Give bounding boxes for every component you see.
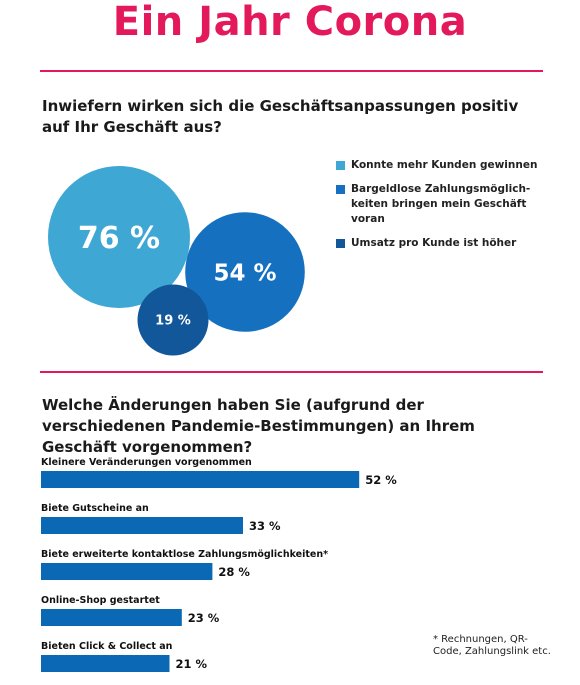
bar-category-label: Bieten Click & Collect an bbox=[41, 641, 173, 652]
bar-value-label: 28 % bbox=[218, 565, 250, 579]
bubble-value-label: 19 % bbox=[155, 314, 191, 329]
question-1: Inwiefern wirken sich die Geschäftsanpas… bbox=[42, 97, 519, 136]
bar bbox=[41, 655, 170, 672]
bubble bbox=[185, 212, 305, 332]
bar-value-label: 23 % bbox=[188, 611, 220, 625]
bar-category-label: Kleinere Veränderungen vorgenommen bbox=[41, 457, 252, 468]
legend-label: Konnte mehr Kunden gewinnen bbox=[351, 159, 538, 171]
bubble bbox=[48, 166, 190, 308]
legend-swatch bbox=[336, 239, 345, 248]
bar-value-label: 33 % bbox=[249, 519, 281, 533]
legend-swatch bbox=[336, 185, 345, 194]
bubble-value-label: 76 % bbox=[78, 221, 160, 256]
bar bbox=[41, 517, 243, 534]
footnote: * Rechnungen, QR-Code, Zahlungslink etc. bbox=[433, 634, 551, 657]
bar-category-label: Biete erweiterte kontaktlose Zahlungsmög… bbox=[41, 549, 328, 560]
divider-top bbox=[40, 70, 543, 72]
bar bbox=[41, 471, 360, 488]
bar bbox=[41, 609, 182, 626]
bar bbox=[41, 563, 213, 580]
bar-category-label: Online-Shop gestartet bbox=[41, 595, 160, 606]
bar-category-label: Biete Gutscheine an bbox=[41, 503, 149, 514]
bubble-legend: Konnte mehr Kunden gewinnen Bargeldlose … bbox=[336, 158, 546, 260]
legend-item-more-customers: Konnte mehr Kunden gewinnen bbox=[336, 158, 546, 173]
bubble-value-label: 54 % bbox=[213, 260, 276, 286]
legend-item-revenue: Umsatz pro Kunde ist höher bbox=[336, 236, 546, 251]
bubble bbox=[137, 284, 209, 356]
question-2: Welche Änderungen haben Sie (aufgrund de… bbox=[42, 396, 475, 456]
divider-middle bbox=[40, 371, 543, 373]
page-title: Ein Jahr Corona bbox=[112, 0, 468, 45]
legend-label: Bargeldlose Zahlungsmöglich-keiten bring… bbox=[351, 183, 531, 225]
legend-label: Umsatz pro Kunde ist höher bbox=[351, 237, 517, 249]
legend-item-cashless: Bargeldlose Zahlungsmöglich-keiten bring… bbox=[336, 182, 546, 227]
bar-value-label: 52 % bbox=[365, 473, 397, 487]
legend-swatch bbox=[336, 161, 345, 170]
bar-value-label: 21 % bbox=[176, 657, 208, 671]
